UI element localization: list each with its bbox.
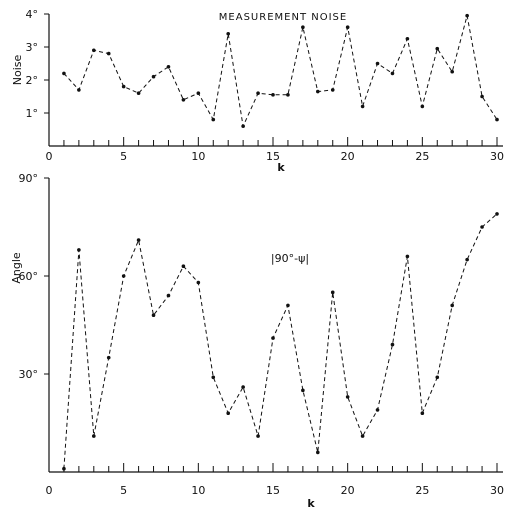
- bottom-chart-data-point: [92, 434, 96, 438]
- bottom-chart-data-point: [271, 336, 275, 340]
- top-chart-y-axis-label: Noise: [11, 55, 24, 86]
- bottom-chart-data-point: [166, 293, 171, 298]
- bottom-chart-data-point: [62, 466, 66, 471]
- bottom-chart-data-point: [390, 342, 395, 347]
- bottom-chart-plot-area: [62, 212, 499, 471]
- bottom-chart-data-point: [121, 274, 126, 278]
- top-chart-data-point: [316, 89, 320, 94]
- top-chart-data-point: [360, 104, 365, 109]
- top-chart-data-point: [375, 61, 380, 66]
- top-chart-data-point: [196, 91, 201, 95]
- top-chart-data-point: [241, 124, 245, 128]
- bottom-chart-data-point: [241, 385, 245, 389]
- bottom-chart-data-point: [286, 303, 290, 308]
- top-chart-x-tick-label: 20: [341, 150, 355, 163]
- top-chart-data-point: [301, 25, 305, 30]
- top-chart-data-point: [286, 93, 290, 97]
- bottom-chart-data-point: [480, 225, 484, 229]
- top-chart-data-point: [92, 48, 96, 53]
- top-chart-y-tick-label: 4°: [26, 8, 39, 21]
- bottom-chart-y-tick-label: 30°: [19, 368, 39, 381]
- bottom-chart-x-tick-label: 20: [341, 484, 355, 497]
- top-chart-data-point: [271, 93, 275, 97]
- top-chart-data-point: [181, 98, 186, 102]
- bottom-chart-data-point: [301, 388, 305, 393]
- bottom-chart-data-point: [465, 257, 469, 262]
- top-chart-tick-labels: 0 5 10 15 20 25 30 1° 2° 3° 4°: [26, 8, 505, 163]
- top-chart-x-tick-label: 25: [415, 150, 429, 163]
- bottom-chart-data-point: [360, 434, 365, 438]
- bottom-chart-x-tick-label: 0: [46, 484, 53, 497]
- bottom-chart-data-point: [226, 411, 230, 416]
- bottom-chart-y-tick-label: 60°: [19, 270, 39, 283]
- bottom-chart-x-tick-label: 30: [490, 484, 504, 497]
- top-chart-data-point: [495, 117, 499, 122]
- top-chart-x-tick-label: 30: [490, 150, 504, 163]
- bottom-chart-data-point: [106, 355, 111, 360]
- bottom-chart-axes: [44, 177, 503, 473]
- top-chart-series-line: [63, 15, 498, 128]
- top-chart-data-point: [106, 51, 111, 56]
- bottom-chart-data-point: [330, 290, 335, 295]
- bottom-chart: Angle |90°-ψ| k 0 5 10 15 20 25 30 30° 60° 90°: [10, 172, 504, 510]
- bottom-chart-data-point: [450, 303, 455, 308]
- top-chart-data-point: [405, 36, 410, 41]
- top-chart-data-point: [77, 88, 81, 92]
- top-chart-plot-area: [62, 13, 499, 128]
- top-chart-data-point: [330, 88, 335, 92]
- bottom-chart-data-point: [196, 280, 201, 285]
- top-chart-x-tick-label: 0: [46, 150, 53, 163]
- bottom-chart-data-point: [375, 408, 380, 412]
- bottom-chart-data-point: [405, 254, 410, 259]
- bottom-chart-x-tick-label: 10: [191, 484, 205, 497]
- bottom-chart-data-point: [211, 375, 216, 380]
- bottom-chart-data-point: [435, 375, 440, 380]
- bottom-chart-data-point: [181, 264, 186, 269]
- bottom-chart-data-point: [151, 313, 156, 318]
- top-chart-data-point: [390, 71, 395, 76]
- top-chart-x-axis-label: k: [277, 161, 285, 174]
- bottom-chart-y-tick-label: 90°: [19, 172, 39, 185]
- top-chart-data-point: [256, 91, 260, 95]
- bottom-chart-data-point: [495, 212, 499, 216]
- top-chart-data-point: [420, 104, 425, 109]
- top-chart-data-point: [166, 65, 171, 69]
- bottom-chart-data-point: [77, 248, 81, 252]
- bottom-chart-data-point: [136, 238, 141, 242]
- top-chart-title: MEASUREMENT NOISE: [219, 12, 347, 23]
- bottom-chart-x-tick-label: 5: [120, 484, 127, 497]
- top-chart-y-tick-label: 1°: [26, 107, 39, 120]
- top-chart-data-point: [62, 71, 66, 76]
- top-chart-data-point: [450, 69, 455, 74]
- top-chart-data-point: [345, 25, 350, 30]
- top-chart-x-tick-label: 5: [120, 150, 127, 163]
- top-chart-data-point: [151, 74, 156, 79]
- top-chart-y-tick-label: 3°: [26, 41, 39, 54]
- bottom-chart-x-tick-label: 25: [415, 484, 429, 497]
- top-chart-data-point: [435, 46, 440, 51]
- top-chart-x-tick-label: 10: [191, 150, 205, 163]
- bottom-chart-x-tick-label: 15: [266, 484, 280, 497]
- top-chart: MEASUREMENT NOISE Noise k 0 5 10 15 20 25 30 1°…: [11, 8, 504, 174]
- bottom-chart-data-point: [316, 450, 320, 455]
- top-chart-x-tick-label: 15: [266, 150, 280, 163]
- bottom-chart-y-axis-label: Angle: [10, 252, 23, 284]
- top-chart-data-point: [465, 13, 469, 18]
- top-chart-axes: [44, 13, 503, 147]
- top-chart-y-tick-label: 2°: [26, 74, 39, 87]
- bottom-chart-data-point: [345, 395, 350, 399]
- top-chart-data-point: [211, 117, 216, 122]
- bottom-chart-data-point: [256, 434, 260, 438]
- top-chart-data-point: [480, 94, 484, 99]
- bottom-chart-annotation: |90°-ψ|: [271, 252, 309, 265]
- bottom-chart-x-axis-label: k: [307, 497, 315, 510]
- top-chart-data-point: [136, 91, 141, 95]
- bottom-chart-data-point: [420, 411, 425, 416]
- top-chart-data-point: [226, 32, 230, 36]
- bottom-chart-tick-labels: 0 5 10 15 20 25 30 30° 60° 90°: [19, 172, 505, 497]
- top-chart-data-point: [121, 84, 126, 89]
